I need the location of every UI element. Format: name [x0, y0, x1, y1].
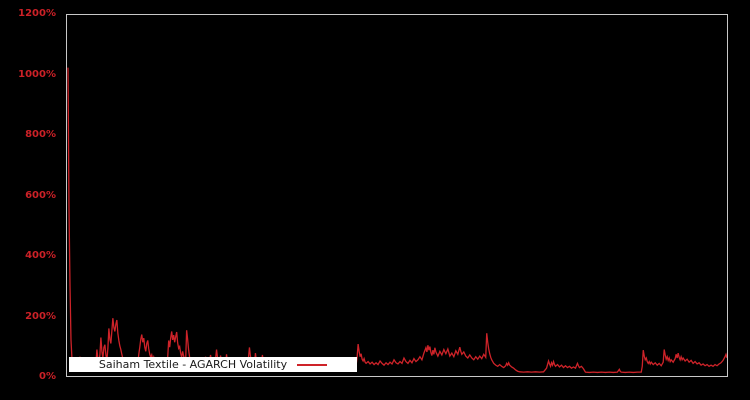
y-axis-labels: 0% 200% 400% 600% 800% 1000% 1200%: [0, 0, 60, 400]
y-tick-label: 0%: [39, 371, 56, 382]
y-tick-label: 1200%: [18, 8, 56, 19]
legend-line-sample-icon: [297, 363, 328, 366]
legend-label: Saiham Textile - AGARCH Volatility: [98, 358, 288, 371]
y-tick-label: 200%: [25, 310, 56, 322]
volatility-chart-svg: [67, 67, 727, 374]
plot-area: Saiham Textile - AGARCH Volatility: [66, 14, 728, 377]
y-tick-label: 1000%: [18, 68, 56, 80]
y-tick-label: 600%: [25, 189, 56, 201]
volatility-line: [67, 67, 727, 374]
legend: Saiham Textile - AGARCH Volatility: [69, 357, 357, 372]
y-tick-label: 800%: [25, 129, 56, 140]
y-tick-label: 400%: [25, 250, 56, 261]
